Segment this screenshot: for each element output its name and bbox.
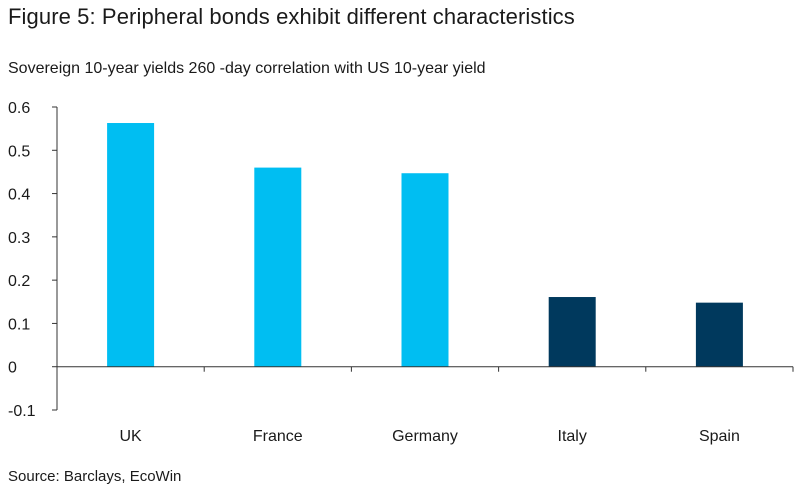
x-category-label: Germany: [392, 428, 458, 445]
x-axis: UK France Germany Italy Spain: [57, 366, 794, 445]
y-tick-label: 0.5: [8, 143, 30, 160]
y-axis: -0.1 0 0.1 0.2 0.3 0.4 0.5 0.6: [8, 100, 58, 420]
bar-uk: [107, 123, 155, 367]
chart-subtitle: Sovereign 10-year yields 260 -day correl…: [8, 60, 486, 77]
y-tick-label: -0.1: [8, 403, 36, 420]
source-note: Source: Barclays, EcoWin: [8, 468, 182, 485]
y-tick-label: 0.6: [8, 100, 30, 117]
bar-italy: [548, 297, 596, 367]
y-tick-label: 0.2: [8, 273, 30, 290]
bars: [107, 123, 743, 367]
y-tick-label: 0: [8, 360, 17, 377]
bar-spain: [695, 302, 743, 367]
y-tick-label: 0.1: [8, 316, 30, 333]
bar-france: [254, 167, 302, 367]
x-category-label: France: [253, 428, 303, 445]
x-category-label: Italy: [558, 428, 587, 445]
x-category-label: UK: [119, 428, 142, 445]
y-tick-label: 0.3: [8, 230, 30, 247]
x-category-label: Spain: [699, 428, 740, 445]
bar-germany: [401, 173, 449, 367]
chart-title: Figure 5: Peripheral bonds exhibit diffe…: [8, 4, 575, 29]
y-tick-label: 0.4: [8, 187, 30, 204]
